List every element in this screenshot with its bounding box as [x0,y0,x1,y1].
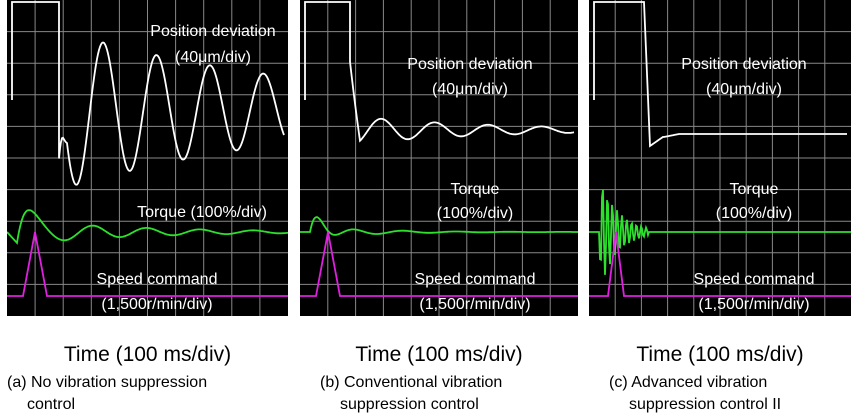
position-label: Position deviation [150,23,275,40]
caption: (b) Conventional vibration [320,372,502,394]
torque-label: (100%/div) [716,205,792,222]
torque-label: (100%/div) [437,205,513,222]
speed-label: (1,500r/min/div) [698,296,809,313]
torque-label: Torque (100%/div) [137,204,267,221]
position-label: (40μm/div) [432,81,508,98]
speed-label: Speed command [97,271,218,288]
position-label: Position deviation [681,56,806,73]
caption: suppression control [340,394,479,416]
caption: (a) No vibration suppression [7,372,207,394]
speed-label: (1,500r/min/div) [101,296,212,313]
caption: (c) Advanced vibration [609,372,767,394]
torque-label: Torque [451,181,500,198]
speed-label: Speed command [694,271,815,288]
scope-panel: Position deviation (40μm/div) Torque (100%/… [589,0,851,316]
position-label: Position deviation [407,56,532,73]
speed-label: Speed command [415,271,536,288]
time-axis-label: Time (100 ms/div) [300,343,578,367]
caption: control [27,394,75,416]
speed-label: (1,500r/min/div) [419,296,530,313]
time-axis-label: Time (100 ms/div) [7,343,288,367]
position-label: (40μm/div) [706,81,782,98]
scope-panel: Position deviation (40μm/div) Torque (100%… [7,0,288,316]
time-axis-label: Time (100 ms/div) [589,343,851,367]
position-label: (40μm/div) [175,49,251,66]
caption: suppression control II [629,394,781,416]
page: {"panels": [ {"position": ["Position dev… [0,0,854,416]
torque-label: Torque [730,181,779,198]
scope-panel: Position deviation (40μm/div) Torque (100%/… [300,0,578,316]
